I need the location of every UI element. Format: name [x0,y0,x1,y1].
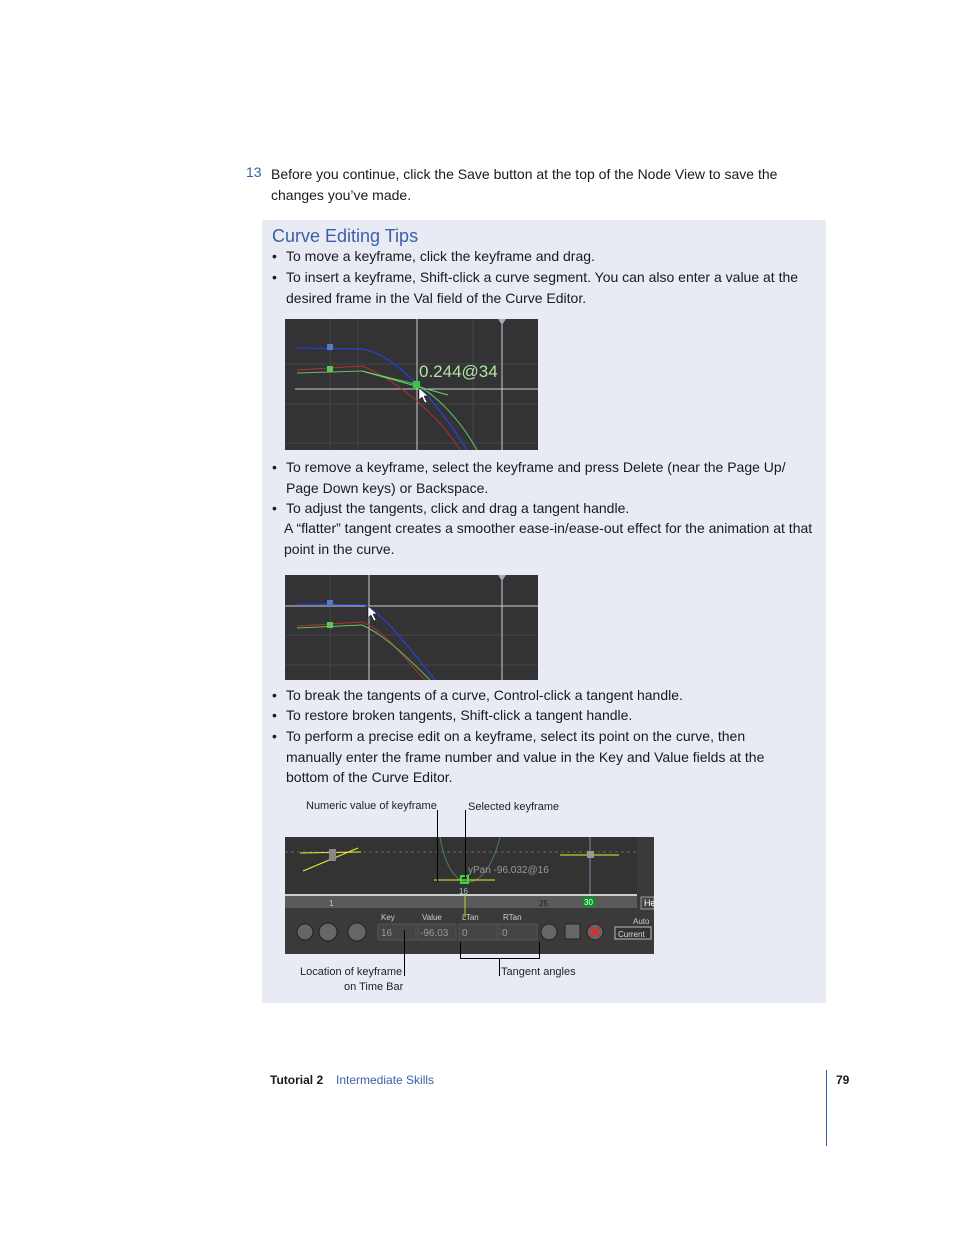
list-item: • To move a keyframe, click the keyframe … [272,246,802,267]
bullet-text: To move a keyframe, click the keyframe a… [286,248,595,264]
list-item: • To remove a keyframe, select the keyfra… [272,457,802,498]
ruler-current-frame: 16 [459,887,468,896]
cursor-icon [418,387,429,404]
callout-numeric-value: Numeric value of keyframe [306,800,437,812]
side-button[interactable]: He [644,898,654,908]
ltan-field[interactable]: 0 [462,928,468,939]
auto-label: Auto [633,917,650,926]
tool-button-icon [318,922,338,942]
page-number: 79 [836,1073,850,1087]
rtan-label: RTan [503,913,522,922]
bullet: • [272,248,277,264]
bullet: • [272,728,277,744]
list-item: • To restore broken tangents, Shift-click… [272,705,802,726]
rtan-field[interactable]: 0 [502,928,508,939]
callout-tangent-angles: Tangent angles [501,966,576,978]
bullet: • [272,500,277,516]
list-item: • To insert a keyframe, Shift-click a cur… [272,267,802,308]
bullet-text: To perform a precise edit on a keyframe,… [286,728,765,785]
curve-graph: 0.244@34 [285,319,538,450]
curve-editor-screenshot-2 [285,575,538,680]
keyframe-readout: 0.244@34 [419,362,498,381]
value-label: Value [422,913,442,922]
cursor-icon [367,605,378,622]
key-label: Key [381,913,395,922]
bullet: • [272,269,277,285]
bullet-text: To adjust the tangents, click and drag a… [286,500,630,516]
ltan-label: LTan [462,913,479,922]
fit-icon [564,923,581,940]
tangent-bracket [460,942,540,959]
list-item: • To perform a precise edit on a keyframe… [272,726,802,788]
leader-line [499,958,500,976]
bullet-text: To restore broken tangents, Shift-click … [286,707,633,723]
keyframe-readout: yPan -96.032@16 [468,865,549,876]
list-item: • To break the tangents of a curve, Contr… [272,685,802,706]
bullet: • [272,687,277,703]
ruler-label-mid: 25 [539,899,548,908]
leader-line [437,810,438,882]
curve-graph [285,575,538,680]
list-item: • To adjust the tangents, click and drag … [272,498,802,519]
callout-location: Location of keyframe [300,966,403,978]
value-field[interactable]: -96.03 [420,928,449,939]
tool-button-icon [296,923,314,941]
bullet: • [272,459,277,475]
tool-button-icon [347,922,367,942]
current-button[interactable]: Current [618,930,645,939]
key-field[interactable]: 16 [381,928,393,939]
leader-line [465,810,466,878]
footer-divider [826,1070,827,1146]
bullet-text: To remove a keyframe, select the keyfram… [286,459,786,496]
footer-tutorial: Tutorial 2 [270,1073,324,1087]
step-text: Before you continue, click the Save butt… [271,166,778,203]
step-number: 13 [246,164,262,180]
bullet: • [272,707,277,723]
leader-line [404,930,405,976]
curve-editor: yPan -96.032@16 1 25 30 16 He Key Value … [285,837,654,942]
bullet-text: To insert a keyframe, Shift-click a curv… [286,269,799,306]
bullet-text: To break the tangents of a curve, Contro… [286,687,683,703]
tips-title: Curve Editing Tips [272,226,419,246]
ruler-label-end: 30 [584,898,593,907]
footer-section[interactable]: Intermediate Skills [336,1073,435,1087]
ruler-label-start: 1 [329,899,334,908]
curve-editor-screenshot-3: yPan -96.032@16 1 25 30 16 He Key Value … [285,837,654,954]
tool-button-icon [540,923,558,941]
callout-location-2: on Time Bar [344,981,404,993]
callout-selected-keyframe: Selected keyframe [468,801,560,813]
flatter-note: A “flatter” tangent creates a smoother e… [284,520,813,557]
curve-editor-screenshot-1: 0.244@34 [285,319,538,450]
